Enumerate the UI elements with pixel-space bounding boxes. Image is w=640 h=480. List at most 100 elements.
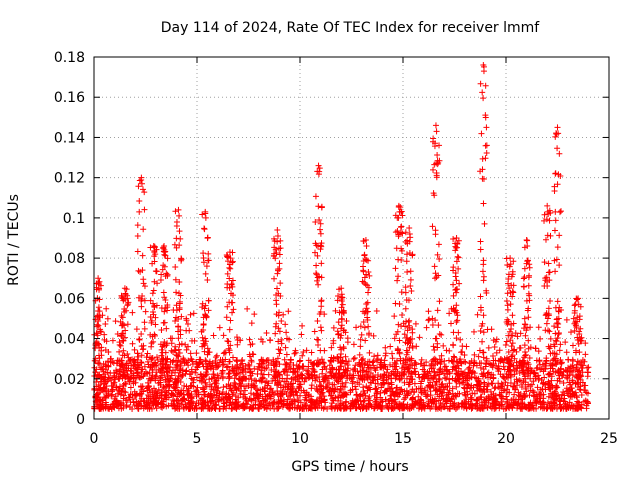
data-point bbox=[350, 401, 357, 408]
data-point bbox=[436, 376, 443, 383]
data-point bbox=[111, 379, 118, 386]
data-point bbox=[225, 371, 232, 378]
data-point bbox=[306, 371, 313, 378]
data-point bbox=[551, 355, 558, 362]
data-point bbox=[363, 257, 370, 264]
data-point bbox=[338, 285, 345, 292]
data-point bbox=[454, 241, 461, 248]
data-point bbox=[357, 393, 364, 400]
data-point bbox=[308, 349, 315, 356]
data-point bbox=[273, 292, 280, 299]
data-point bbox=[339, 316, 346, 323]
data-point bbox=[94, 387, 101, 394]
data-point bbox=[534, 364, 541, 371]
data-point bbox=[341, 327, 348, 334]
data-point bbox=[223, 314, 230, 321]
data-point bbox=[548, 398, 555, 405]
data-point bbox=[520, 275, 527, 282]
data-point bbox=[276, 309, 283, 316]
data-point bbox=[158, 352, 165, 359]
data-point bbox=[273, 363, 280, 370]
data-point bbox=[172, 318, 179, 325]
data-point bbox=[148, 343, 155, 350]
data-point bbox=[554, 124, 561, 131]
data-point bbox=[231, 379, 238, 386]
data-point bbox=[174, 352, 181, 359]
data-point bbox=[455, 376, 462, 383]
data-point bbox=[396, 402, 403, 409]
data-point bbox=[426, 316, 433, 323]
data-point bbox=[452, 405, 459, 412]
data-point bbox=[546, 328, 553, 335]
data-point bbox=[224, 363, 231, 370]
data-point bbox=[273, 370, 280, 377]
data-point bbox=[119, 385, 126, 392]
data-point bbox=[202, 214, 209, 221]
data-point bbox=[197, 371, 204, 378]
data-point bbox=[246, 395, 253, 402]
data-point bbox=[520, 325, 527, 332]
data-point bbox=[513, 382, 520, 389]
data-point bbox=[517, 330, 524, 337]
data-point bbox=[349, 380, 356, 387]
data-point bbox=[254, 371, 261, 378]
data-point bbox=[273, 301, 280, 308]
data-point bbox=[551, 183, 558, 190]
data-point bbox=[124, 295, 131, 302]
data-point bbox=[508, 321, 515, 328]
data-point bbox=[504, 398, 511, 405]
data-point bbox=[402, 284, 409, 291]
data-point bbox=[318, 260, 325, 267]
data-point bbox=[182, 401, 189, 408]
data-point bbox=[159, 387, 166, 394]
data-point bbox=[316, 394, 323, 401]
data-point bbox=[237, 382, 244, 389]
data-point bbox=[135, 294, 142, 301]
y-tick-label: 0.1 bbox=[63, 211, 85, 227]
data-point bbox=[575, 340, 582, 347]
data-point bbox=[223, 364, 230, 371]
data-point bbox=[461, 369, 468, 376]
data-point bbox=[159, 266, 166, 273]
data-point bbox=[98, 374, 105, 381]
data-point bbox=[245, 361, 252, 368]
data-point bbox=[387, 343, 394, 350]
data-point bbox=[176, 228, 183, 235]
data-point bbox=[308, 385, 315, 392]
data-point bbox=[385, 398, 392, 405]
data-point bbox=[136, 336, 143, 343]
data-point bbox=[457, 336, 464, 343]
data-point bbox=[545, 305, 552, 312]
data-point bbox=[162, 379, 169, 386]
data-point bbox=[370, 358, 377, 365]
data-point bbox=[112, 318, 119, 325]
y-tick-label: 0.06 bbox=[54, 291, 85, 307]
data-point bbox=[463, 373, 470, 380]
data-point bbox=[386, 385, 393, 392]
data-point bbox=[337, 401, 344, 408]
data-point bbox=[283, 351, 290, 358]
data-point bbox=[412, 359, 419, 366]
data-point bbox=[330, 397, 337, 404]
data-point bbox=[162, 252, 169, 259]
data-point bbox=[527, 324, 534, 331]
data-point bbox=[523, 388, 530, 395]
data-point bbox=[451, 354, 458, 361]
data-point bbox=[359, 364, 366, 371]
data-point bbox=[200, 405, 207, 412]
data-point bbox=[159, 404, 166, 411]
data-point bbox=[525, 402, 532, 409]
data-point bbox=[557, 405, 564, 412]
data-point bbox=[485, 369, 492, 376]
data-point bbox=[100, 385, 107, 392]
data-point bbox=[572, 319, 579, 326]
data-point bbox=[359, 392, 366, 399]
data-point bbox=[93, 323, 100, 330]
data-point bbox=[289, 401, 296, 408]
data-point bbox=[455, 329, 462, 336]
data-point bbox=[212, 379, 219, 386]
data-point bbox=[427, 392, 434, 399]
data-point bbox=[567, 404, 574, 411]
data-point bbox=[150, 243, 157, 250]
data-point bbox=[436, 383, 443, 390]
